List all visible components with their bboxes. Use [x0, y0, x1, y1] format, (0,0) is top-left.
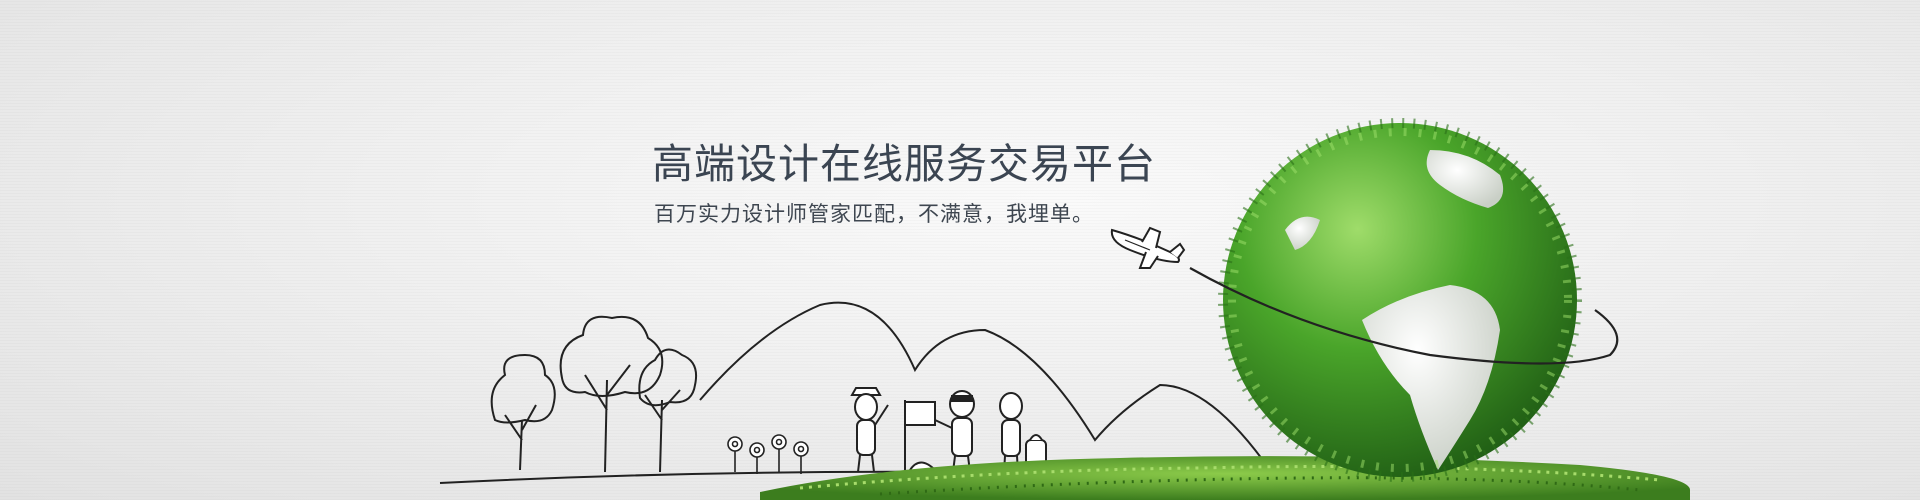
flower-icon [794, 442, 808, 474]
tree-icon [492, 355, 555, 470]
globe-icon [1223, 123, 1577, 477]
person-icon [852, 388, 888, 472]
flower-icon [772, 435, 786, 472]
airplane-icon [1112, 228, 1184, 268]
person-icon [1000, 393, 1046, 472]
person-icon [935, 391, 974, 472]
grass-patch [760, 456, 1690, 500]
tree-icon [561, 317, 663, 472]
flag-icon [905, 400, 935, 470]
tree-icon [639, 350, 696, 472]
flower-icon [728, 437, 742, 472]
hero-headline: 高端设计在线服务交易平台 [652, 130, 1156, 190]
flower-icon [750, 443, 764, 474]
hero-subline: 百万实力设计师管家匹配，不满意，我埋单。 [654, 198, 1094, 228]
